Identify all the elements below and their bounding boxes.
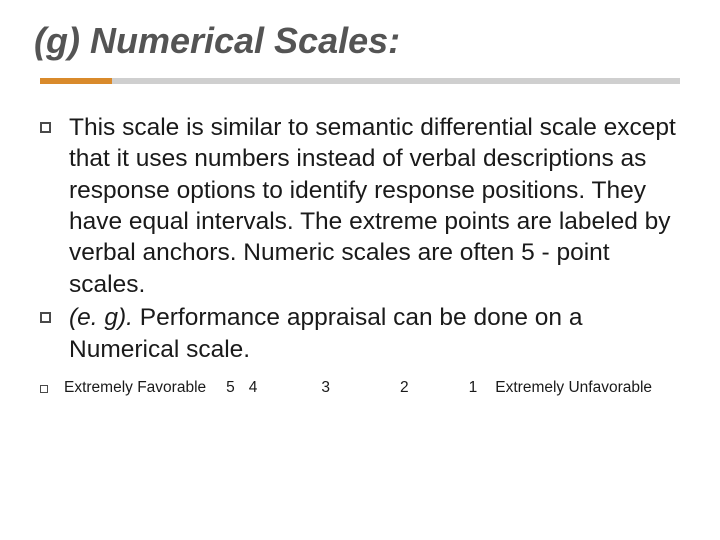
- scale-number: 5: [226, 379, 235, 397]
- scale-left-label: Extremely Favorable: [64, 379, 206, 397]
- slide: (g) Numerical Scales: This scale is simi…: [0, 0, 720, 540]
- scale-right-label: Extremely Unfavorable: [495, 379, 652, 397]
- slide-title: (g) Numerical Scales:: [34, 20, 680, 62]
- bullet-text: This scale is similar to semantic differ…: [69, 112, 680, 300]
- scale-number: 1: [469, 379, 478, 397]
- scale-number: 3: [321, 379, 330, 397]
- bullet-item: (e. g). Performance appraisal can be don…: [40, 302, 680, 365]
- divider-rest: [112, 78, 680, 84]
- scale-row: Extremely Favorable 5 4 3 2 1 Extremely …: [40, 379, 680, 397]
- scale-number: 2: [400, 379, 409, 397]
- bullet-list: This scale is similar to semantic differ…: [40, 112, 680, 365]
- example-rest: Performance appraisal can be done on a N…: [69, 304, 582, 362]
- square-bullet-icon: [40, 312, 51, 323]
- bullet-item: This scale is similar to semantic differ…: [40, 112, 680, 300]
- scale-number: 4: [249, 379, 258, 397]
- bullet-text: (e. g). Performance appraisal can be don…: [69, 302, 680, 365]
- square-bullet-icon: [40, 385, 48, 393]
- divider-accent: [40, 78, 112, 84]
- title-divider: [40, 78, 680, 84]
- example-prefix: (e. g).: [69, 304, 133, 331]
- square-bullet-icon: [40, 122, 51, 133]
- scale-content: Extremely Favorable 5 4 3 2 1 Extremely …: [64, 379, 652, 397]
